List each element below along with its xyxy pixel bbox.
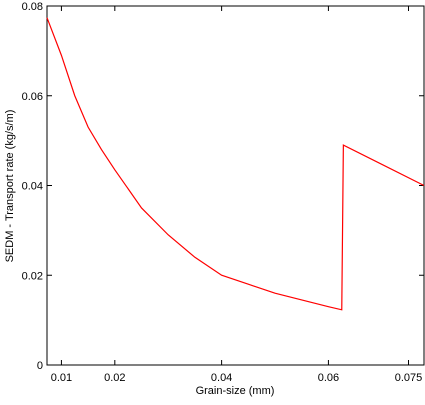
y-tick-label: 0.02	[22, 270, 43, 282]
x-tick-label: 0.01	[51, 372, 72, 384]
y-tick-label: 0	[37, 360, 43, 372]
x-tick-label: 0.04	[211, 372, 232, 384]
y-axis-label: SEDM - Transport rate (kg/s/m)	[4, 110, 16, 263]
x-tick-label: 0.06	[318, 372, 339, 384]
y-tick-label: 0.06	[22, 91, 43, 103]
x-axis-label: Grain-size (mm)	[196, 385, 275, 397]
x-tick-label: 0.075	[395, 372, 423, 384]
plot-frame	[46, 5, 425, 366]
data-line	[46, 17, 425, 311]
y-tick-label: 0.04	[22, 181, 43, 193]
x-tick-label: 0.02	[104, 372, 125, 384]
y-tick-label: 0.08	[22, 1, 43, 13]
